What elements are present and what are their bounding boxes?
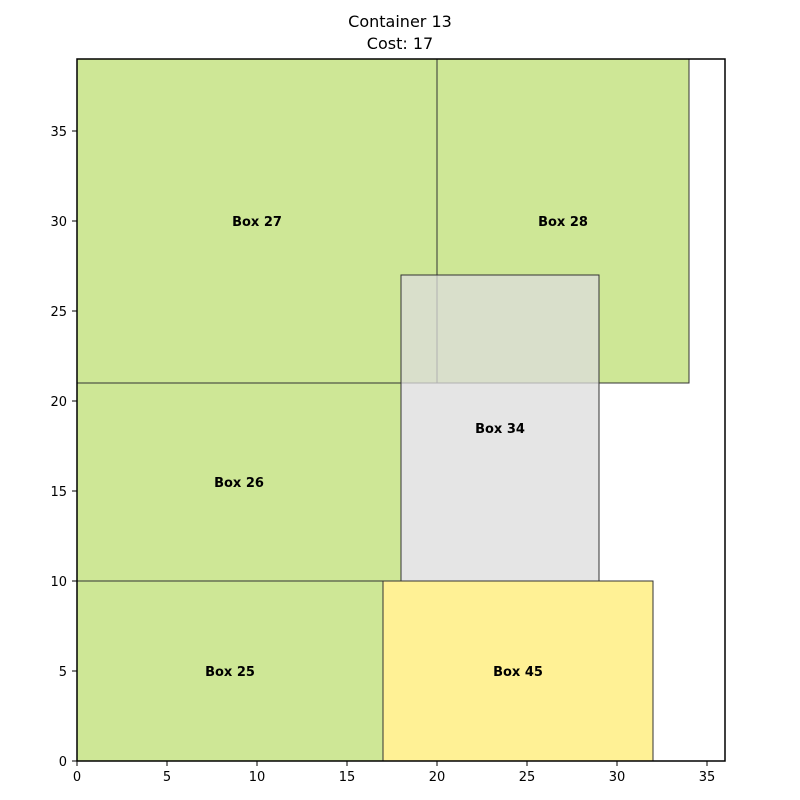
y-tick-label: 35 (50, 125, 67, 140)
x-tick-label: 35 (699, 770, 716, 785)
x-tick-label: 25 (519, 770, 536, 785)
box-34-rect (400, 274, 600, 582)
box-28-label: Box 28 (538, 215, 588, 230)
x-tick-label: 5 (163, 770, 171, 785)
x-tick-label: 15 (339, 770, 356, 785)
x-tick-label: 10 (249, 770, 266, 785)
boxes-layer (76, 58, 690, 762)
chart-title: Container 13 (348, 12, 452, 31)
y-tick-label: 5 (59, 665, 67, 680)
container-outline (76, 58, 726, 762)
y-tick-label: 30 (50, 215, 67, 230)
box-34-label: Box 34 (475, 422, 525, 437)
chart-subtitle: Cost: 17 (366, 34, 434, 53)
box-27-label: Box 27 (232, 215, 282, 230)
box-26-label: Box 26 (214, 476, 264, 491)
box-25-rect (76, 580, 384, 762)
y-tick-label: 0 (59, 755, 67, 770)
x-tick-label: 30 (609, 770, 626, 785)
y-tick-label: 10 (50, 575, 67, 590)
axes-layer: 0 5 10 15 20 25 30 35 0 5 10 15 20 25 30 35 (50, 58, 726, 785)
x-tick-label: 20 (429, 770, 446, 785)
box-27-rect (76, 58, 438, 384)
y-tick-label: 25 (50, 305, 67, 320)
box-45-label: Box 45 (493, 665, 543, 680)
box-labels-layer: Box 25 Box 26 Box 27 Box 28 Box 45 Box 34 (205, 215, 588, 680)
y-tick-label: 15 (50, 485, 67, 500)
box-25-label: Box 25 (205, 665, 255, 680)
y-tick-label: 20 (50, 395, 67, 410)
x-tick-label: 0 (73, 770, 81, 785)
